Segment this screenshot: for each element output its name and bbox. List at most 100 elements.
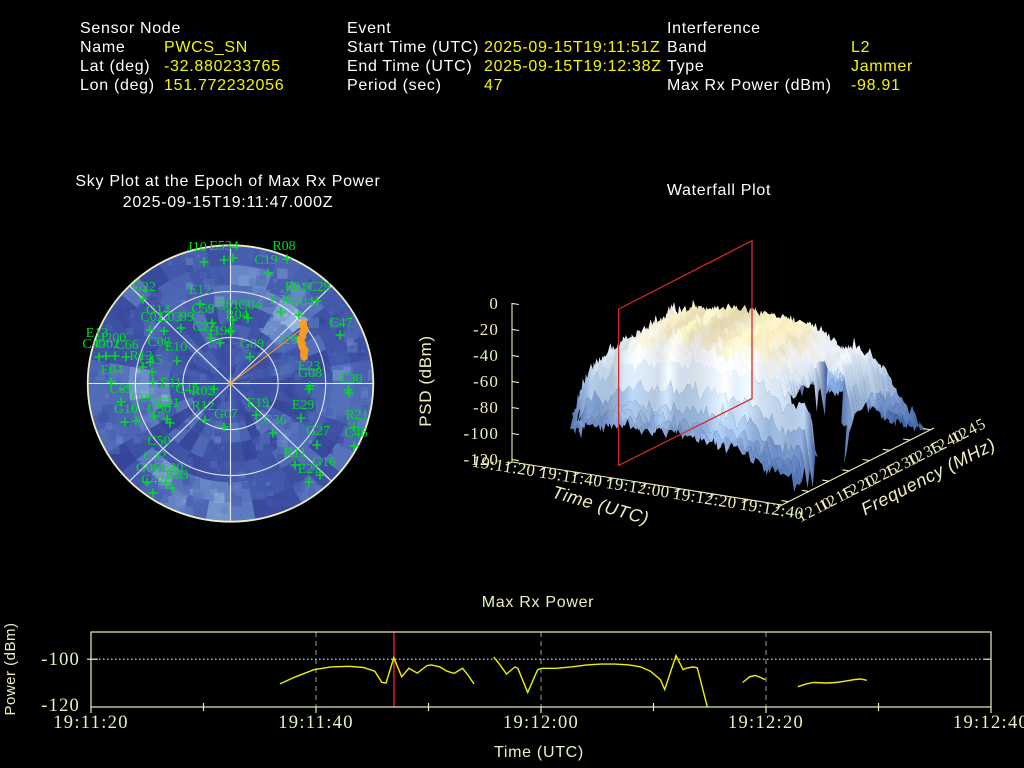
svg-text:E10: E10 [165, 340, 188, 355]
svg-text:C21: C21 [156, 396, 179, 411]
svg-text:G02: G02 [96, 337, 120, 352]
svg-text:C29: C29 [307, 280, 330, 295]
svg-text:G16: G16 [312, 455, 336, 470]
svg-text:-120: -120 [41, 696, 80, 716]
svg-text:G27: G27 [306, 424, 330, 439]
svg-text:Sky Plot at the Epoch of Max R: Sky Plot at the Epoch of Max Rx Power [75, 173, 380, 190]
svg-text:C19: C19 [254, 253, 277, 268]
svg-text:E21: E21 [298, 462, 321, 477]
svg-text:G22: G22 [132, 280, 156, 295]
svg-text:C52: C52 [143, 449, 166, 464]
svg-text:C40: C40 [82, 337, 105, 352]
svg-text:J200: J200 [100, 331, 126, 346]
svg-text:Time (UTC): Time (UTC) [494, 744, 584, 761]
svg-text:19:11:20: 19:11:20 [53, 713, 129, 733]
svg-text:Max Rx Power (dBm): Max Rx Power (dBm) [667, 77, 832, 94]
svg-text:C04: C04 [238, 298, 261, 313]
svg-text:G07: G07 [214, 407, 238, 422]
svg-text:E30: E30 [161, 461, 184, 476]
svg-text:J29: J29 [278, 333, 297, 348]
svg-text:E19: E19 [247, 396, 270, 411]
svg-text:G10: G10 [114, 402, 138, 417]
svg-text:J10: J10 [187, 240, 206, 255]
svg-text:Sensor Node: Sensor Node [80, 20, 181, 37]
svg-text:Interference: Interference [667, 20, 761, 37]
svg-text:G04: G04 [290, 295, 314, 310]
svg-text:R08: R08 [272, 239, 295, 254]
svg-text:Type: Type [667, 58, 705, 75]
svg-text:PWCS_SN: PWCS_SN [164, 39, 248, 56]
svg-text:C42: C42 [141, 473, 164, 488]
svg-text:-100: -100 [463, 424, 499, 443]
svg-text:Start Time (UTC): Start Time (UTC) [347, 39, 479, 56]
svg-text:C59: C59 [191, 302, 214, 317]
svg-text:E12: E12 [189, 283, 212, 298]
svg-text:E23: E23 [298, 359, 321, 374]
svg-text:E29: E29 [292, 398, 315, 413]
svg-text:2025-09-15T19:11:47.000Z: 2025-09-15T19:11:47.000Z [123, 194, 333, 211]
svg-text:Lon (deg): Lon (deg) [80, 77, 155, 94]
svg-text:R21: R21 [345, 408, 368, 423]
svg-text:-20: -20 [473, 320, 499, 339]
svg-text:E01: E01 [285, 280, 308, 295]
svg-text:G09: G09 [240, 337, 264, 352]
svg-text:G06: G06 [136, 461, 160, 476]
svg-text:-100: -100 [41, 650, 80, 670]
svg-text:99: 99 [180, 310, 194, 325]
svg-text:C08: C08 [147, 335, 170, 350]
svg-text:19:12:20: 19:12:20 [728, 713, 804, 733]
svg-text:Event: Event [347, 20, 391, 37]
svg-text:C46: C46 [344, 426, 367, 441]
svg-text:-40: -40 [473, 346, 499, 365]
svg-text:C50: C50 [147, 434, 170, 449]
svg-text:19:12:00: 19:12:00 [503, 713, 579, 733]
svg-text:C66: C66 [115, 338, 138, 353]
svg-text:C36: C36 [263, 413, 286, 428]
svg-text:Name: Name [80, 39, 125, 56]
svg-text:E11: E11 [160, 376, 182, 391]
svg-text:L2: L2 [851, 39, 870, 56]
svg-text:0: 0 [489, 294, 499, 313]
svg-text:End Time (UTC): End Time (UTC) [347, 58, 472, 75]
svg-text:Jammer: Jammer [851, 58, 913, 75]
svg-text:C09: C09 [109, 382, 132, 397]
svg-text:-120: -120 [463, 450, 499, 469]
svg-text:E13: E13 [86, 326, 109, 341]
svg-text:2025-09-15T19:11:51Z: 2025-09-15T19:11:51Z [484, 39, 660, 56]
svg-text:E04: E04 [101, 363, 124, 378]
svg-text:R12: R12 [191, 399, 214, 414]
svg-text:C02: C02 [140, 310, 163, 325]
svg-text:C47: C47 [329, 316, 352, 331]
svg-text:G08: G08 [298, 366, 322, 381]
svg-text:R11: R11 [284, 446, 307, 461]
svg-text:J196: J196 [208, 324, 234, 339]
svg-text:151.772232056: 151.772232056 [164, 77, 284, 94]
svg-text:19:11:40: 19:11:40 [278, 713, 354, 733]
svg-text:R13: R13 [129, 349, 152, 364]
svg-text:-60: -60 [473, 372, 499, 391]
svg-text:C06: C06 [131, 391, 154, 406]
svg-text:Waterfall Plot: Waterfall Plot [667, 182, 771, 199]
svg-text:Power (dBm): Power (dBm) [2, 622, 19, 715]
svg-text:C03: C03 [158, 310, 181, 325]
svg-text:Band: Band [667, 39, 707, 56]
svg-text:Period (sec): Period (sec) [347, 77, 442, 94]
svg-text:19:12:40: 19:12:40 [953, 713, 1024, 733]
svg-text:PSD (dBm): PSD (dBm) [416, 335, 435, 426]
svg-text:R03: R03 [165, 468, 188, 483]
svg-text:-32.880233765: -32.880233765 [164, 58, 281, 75]
svg-text:-80: -80 [473, 398, 499, 417]
svg-text:G14: G14 [146, 303, 170, 318]
svg-text:E534: E534 [209, 239, 239, 254]
svg-text:G50: G50 [147, 402, 171, 417]
svg-text:R02: R02 [191, 384, 214, 399]
svg-text:C30: C30 [339, 372, 362, 387]
svg-text:Lat (deg): Lat (deg) [80, 58, 150, 75]
svg-text:2025-09-15T19:12:38Z: 2025-09-15T19:12:38Z [484, 58, 662, 75]
svg-text:C45: C45 [175, 382, 198, 397]
svg-text:47: 47 [484, 77, 503, 94]
svg-text:C15: C15 [139, 353, 162, 368]
svg-text:C01: C01 [216, 298, 239, 313]
svg-text:-98.91: -98.91 [851, 77, 901, 94]
svg-text:E36: E36 [270, 293, 293, 308]
